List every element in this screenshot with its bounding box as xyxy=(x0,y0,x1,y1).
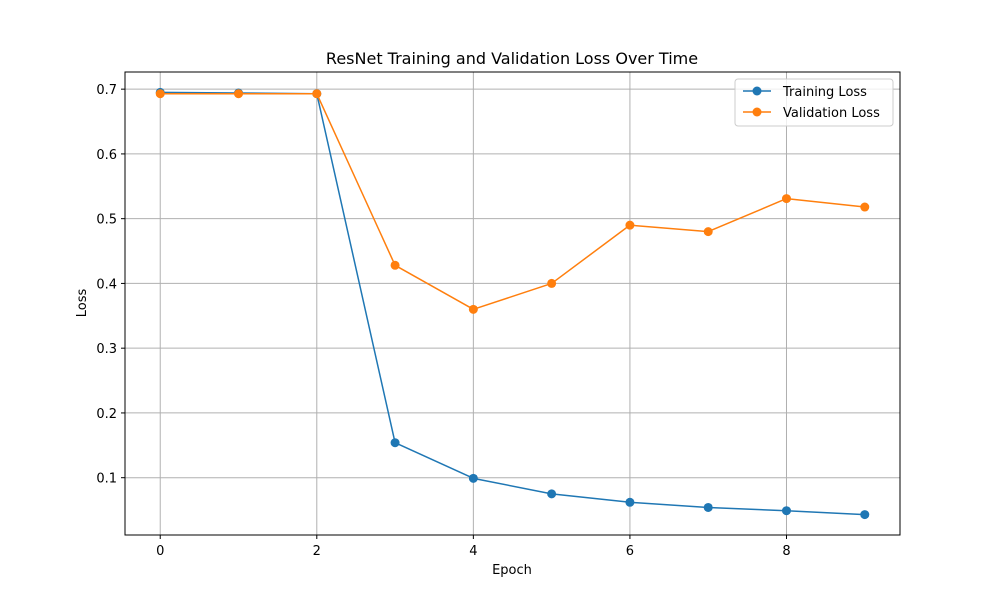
y-tick-label: 0.4 xyxy=(96,277,117,292)
data-point xyxy=(860,510,870,520)
data-point xyxy=(703,227,713,237)
series-layer xyxy=(155,87,870,520)
data-point xyxy=(625,497,635,507)
chart-title: ResNet Training and Validation Loss Over… xyxy=(326,49,698,68)
data-point xyxy=(625,220,635,230)
data-point xyxy=(390,260,400,270)
y-tick-label: 0.5 xyxy=(96,213,117,228)
data-point xyxy=(547,489,557,499)
legend: Training Loss Validation Loss xyxy=(734,78,894,127)
data-point xyxy=(860,202,870,212)
data-point xyxy=(390,438,400,448)
data-point xyxy=(468,304,478,314)
y-tick-label: 0.6 xyxy=(96,148,117,163)
data-point xyxy=(547,278,557,288)
y-axis-ticks: 0.1 0.2 0.3 0.4 0.5 0.6 0.7 xyxy=(96,83,125,487)
x-tick-label: 0 xyxy=(156,544,164,559)
x-axis-ticks: 0 2 4 6 8 xyxy=(156,535,791,559)
x-tick-label: 2 xyxy=(313,544,321,559)
legend-box xyxy=(734,78,894,127)
series-line xyxy=(160,91,865,516)
legend-entry: Validation Loss xyxy=(743,106,880,121)
data-point xyxy=(312,89,322,99)
x-tick-label: 4 xyxy=(469,544,477,559)
y-tick-label: 0.3 xyxy=(96,342,117,357)
y-tick-label: 0.7 xyxy=(96,83,117,98)
x-axis-title: Epoch xyxy=(492,563,532,578)
legend-label: Training Loss xyxy=(782,85,867,100)
data-point xyxy=(468,473,478,483)
legend-label: Validation Loss xyxy=(783,106,880,121)
data-point xyxy=(155,89,165,99)
data-point xyxy=(781,194,791,204)
grid-lines xyxy=(125,72,900,535)
data-point xyxy=(703,502,713,512)
data-point xyxy=(234,89,244,99)
y-axis-title: Loss xyxy=(75,289,90,318)
data-point xyxy=(781,506,791,516)
x-tick-label: 8 xyxy=(782,544,790,559)
legend-swatch-marker xyxy=(752,107,762,117)
legend-entry: Training Loss xyxy=(743,85,867,100)
plot-frame xyxy=(124,71,901,536)
x-tick-label: 6 xyxy=(626,544,634,559)
series-training-loss xyxy=(155,87,870,520)
y-tick-label: 0.1 xyxy=(96,472,117,487)
series-line xyxy=(160,92,865,311)
y-tick-label: 0.2 xyxy=(96,407,117,422)
series-validation-loss xyxy=(155,89,870,314)
legend-swatch-marker xyxy=(752,86,762,96)
